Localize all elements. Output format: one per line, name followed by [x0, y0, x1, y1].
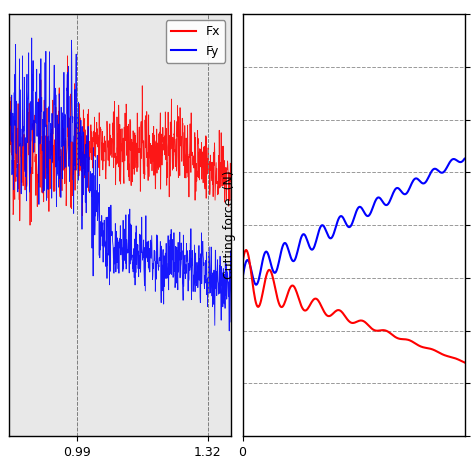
Legend: Fx, Fy: Fx, Fy [166, 20, 225, 63]
Y-axis label: Cutting force  (N): Cutting force (N) [223, 171, 236, 280]
